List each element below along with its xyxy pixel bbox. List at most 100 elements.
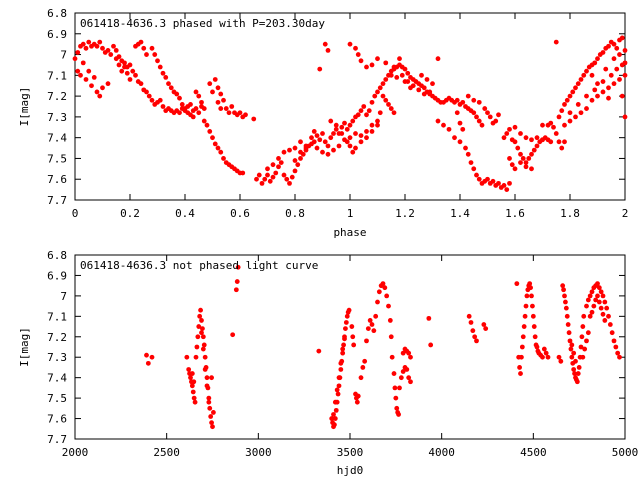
data-point — [402, 79, 408, 84]
data-point — [211, 410, 216, 415]
data-point — [83, 77, 89, 82]
data-point — [519, 354, 524, 360]
data-point — [581, 72, 587, 78]
data-point — [190, 114, 196, 120]
data-point — [144, 89, 149, 95]
data-point — [617, 52, 622, 57]
x-tick-label: 1.6 — [505, 207, 525, 220]
data-point — [342, 120, 347, 126]
data-point — [127, 77, 133, 82]
data-point — [335, 391, 341, 397]
y-tick-label: 7.1 — [47, 310, 67, 323]
data-point — [218, 149, 224, 155]
data-point — [146, 93, 152, 99]
data-point — [600, 293, 606, 299]
data-point — [565, 322, 571, 327]
data-point — [190, 389, 196, 395]
data-point — [606, 85, 611, 91]
data-point — [452, 135, 457, 141]
data-point — [270, 162, 276, 168]
data-point — [595, 281, 600, 287]
data-point — [460, 99, 466, 105]
data-point — [611, 338, 617, 344]
data-point — [210, 135, 215, 141]
data-point — [369, 122, 375, 128]
data-point — [604, 305, 610, 311]
data-point — [380, 93, 386, 99]
data-point — [196, 110, 202, 116]
data-point — [611, 41, 617, 47]
y-tick-label: 7 — [60, 290, 67, 303]
data-point — [416, 87, 422, 93]
data-point — [617, 77, 622, 82]
data-point — [138, 81, 144, 87]
data-point — [483, 326, 489, 331]
data-point — [188, 375, 193, 381]
data-point — [399, 72, 405, 78]
data-point — [496, 112, 501, 118]
data-point — [559, 145, 565, 151]
data-point — [94, 43, 100, 49]
data-point — [276, 156, 281, 161]
data-point — [463, 145, 468, 151]
data-point — [196, 93, 202, 99]
data-point — [221, 156, 226, 161]
data-point — [201, 106, 207, 111]
data-point — [391, 64, 397, 70]
chart-title: 061418-4636.3 phased with P=203.30day — [80, 17, 325, 30]
data-point — [351, 342, 357, 348]
data-point — [468, 320, 474, 325]
data-point — [160, 104, 166, 109]
data-point — [215, 99, 221, 105]
data-point — [507, 180, 512, 186]
data-point — [234, 279, 240, 284]
data-point — [206, 399, 212, 405]
data-point — [377, 85, 383, 91]
data-point — [600, 79, 606, 84]
unphased-light-curve-panel: 2000 2500 3000 3500 4000 4500 5000 6.8 6.9 7 7.1 7.… — [18, 249, 638, 477]
data-point — [338, 367, 344, 372]
data-point — [166, 81, 171, 87]
data-point — [317, 66, 323, 72]
data-point — [361, 104, 367, 109]
data-point — [358, 108, 364, 114]
data-point — [287, 147, 292, 153]
data-point — [355, 393, 361, 399]
data-point — [529, 293, 534, 299]
data-point — [501, 183, 507, 188]
data-point — [256, 172, 262, 178]
data-point — [113, 48, 119, 53]
data-point — [100, 45, 105, 51]
data-point — [210, 89, 215, 95]
data-point — [526, 156, 532, 161]
data-point — [377, 110, 383, 116]
data-point — [540, 122, 545, 128]
data-point — [471, 166, 477, 172]
data-point — [353, 131, 358, 136]
data-point — [94, 89, 100, 95]
y-tick-label: 7.6 — [47, 413, 67, 426]
data-point — [397, 56, 402, 62]
data-point — [424, 77, 430, 82]
data-point — [341, 342, 346, 348]
data-point — [400, 350, 406, 356]
data-point — [194, 344, 200, 350]
data-point — [373, 313, 379, 319]
data-point — [569, 342, 575, 348]
data-point — [521, 324, 527, 329]
y-tick-label: 7.4 — [47, 372, 67, 385]
data-point — [240, 170, 246, 176]
data-point — [575, 81, 581, 87]
data-point — [289, 174, 295, 180]
data-point — [75, 50, 81, 55]
data-point — [350, 118, 356, 124]
data-point — [196, 324, 202, 329]
data-point — [333, 407, 339, 413]
data-point — [602, 299, 608, 305]
data-point — [528, 285, 533, 291]
data-point — [504, 187, 510, 193]
data-point — [466, 313, 472, 319]
data-point — [209, 375, 214, 381]
data-point — [332, 416, 338, 421]
data-point — [393, 395, 399, 401]
